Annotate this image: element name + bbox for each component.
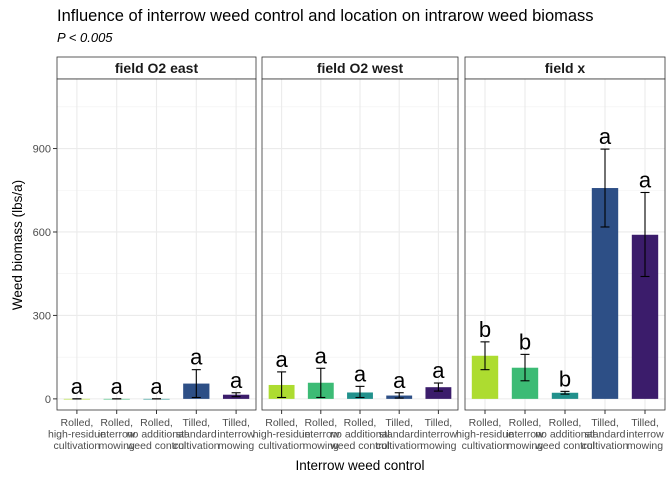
significance-letter: a bbox=[639, 167, 652, 192]
bar bbox=[551, 392, 579, 399]
x-tick-label: cultivation bbox=[258, 440, 305, 452]
x-tick-label: high-residue bbox=[48, 429, 106, 441]
x-tick-label: interrow bbox=[420, 429, 458, 441]
significance-letter: a bbox=[190, 345, 203, 370]
x-tick-label: interrow bbox=[626, 429, 664, 441]
significance-letter: a bbox=[230, 368, 243, 393]
x-axis-title: Interrow weed control bbox=[295, 458, 424, 473]
x-tick-label: mowing bbox=[99, 440, 135, 452]
x-tick-label: Tilled, bbox=[182, 417, 210, 429]
x-tick-label: cultivation bbox=[54, 440, 101, 452]
x-tick-label: standard bbox=[379, 429, 420, 441]
significance-letter: a bbox=[275, 347, 288, 372]
x-tick-label: high-residue bbox=[456, 429, 514, 441]
x-tick-label: interrow bbox=[217, 429, 255, 441]
x-tick-label: mowing bbox=[420, 440, 456, 452]
y-axis: 0 300 600 900 bbox=[33, 144, 57, 406]
panel-border bbox=[261, 78, 459, 411]
chart-title: Influence of interrow weed control and l… bbox=[57, 7, 594, 25]
x-tick-label: no additional bbox=[127, 429, 187, 441]
x-tick-label: mowing bbox=[507, 440, 543, 452]
x-tick-label: cultivation bbox=[582, 440, 629, 452]
panel-border bbox=[464, 78, 666, 411]
x-tick-label: standard bbox=[585, 429, 626, 441]
x-tick-label: no additional bbox=[535, 429, 595, 441]
x-tick-label: weed control bbox=[126, 440, 187, 452]
x-tick-label: mowing bbox=[303, 440, 339, 452]
facet-strip-label: field x bbox=[545, 60, 586, 76]
x-tick-label: mowing bbox=[627, 440, 663, 452]
facet-panel: field O2 eastaRolled,high-residuecultiva… bbox=[48, 56, 257, 452]
x-tick-label: Rolled, bbox=[549, 417, 582, 429]
x-tick-label: high-residue bbox=[253, 429, 311, 441]
y-tick-label: 0 bbox=[45, 394, 51, 406]
x-tick-label: no additional bbox=[330, 429, 390, 441]
x-tick-label: Rolled, bbox=[265, 417, 298, 429]
x-tick-label: Tilled, bbox=[631, 417, 659, 429]
x-tick-label: Tilled, bbox=[591, 417, 619, 429]
x-tick-label: Tilled, bbox=[385, 417, 413, 429]
x-tick-label: Rolled, bbox=[304, 417, 337, 429]
significance-letter: a bbox=[354, 361, 367, 386]
x-tick-label: cultivation bbox=[173, 440, 220, 452]
significance-letter: a bbox=[150, 374, 163, 399]
x-tick-label: Rolled, bbox=[469, 417, 502, 429]
significance-letter: b bbox=[519, 329, 531, 354]
facet-panels: field O2 eastaRolled,high-residuecultiva… bbox=[48, 56, 666, 452]
x-tick-label: Rolled, bbox=[344, 417, 377, 429]
panel-border bbox=[56, 78, 257, 411]
significance-letter: a bbox=[393, 368, 406, 393]
x-tick-label: mowing bbox=[218, 440, 254, 452]
significance-letter: a bbox=[315, 343, 328, 368]
significance-letter: a bbox=[599, 124, 612, 149]
significance-letter: b bbox=[559, 366, 571, 391]
significance-letter: a bbox=[432, 358, 445, 383]
x-tick-label: interrow bbox=[98, 429, 136, 441]
x-tick-label: Tilled, bbox=[222, 417, 250, 429]
x-tick-label: standard bbox=[176, 429, 217, 441]
bar bbox=[425, 387, 452, 399]
x-tick-label: weed control bbox=[534, 440, 595, 452]
x-tick-label: Rolled, bbox=[61, 417, 94, 429]
y-tick-label: 300 bbox=[33, 310, 51, 322]
x-tick-label: cultivation bbox=[462, 440, 509, 452]
x-tick-label: Rolled, bbox=[100, 417, 133, 429]
x-tick-label: weed control bbox=[329, 440, 390, 452]
significance-letter: b bbox=[479, 317, 491, 342]
x-tick-label: Rolled, bbox=[509, 417, 542, 429]
x-tick-label: Tilled, bbox=[425, 417, 453, 429]
facet-strip-label: field O2 west bbox=[317, 60, 404, 76]
x-tick-label: Rolled, bbox=[140, 417, 173, 429]
x-tick-label: interrow bbox=[506, 429, 544, 441]
facet-panel: field xbRolled,high-residuecultivationbR… bbox=[456, 56, 666, 452]
chart-subtitle: P < 0.005 bbox=[57, 30, 113, 45]
x-tick-label: cultivation bbox=[376, 440, 423, 452]
y-tick-label: 600 bbox=[33, 227, 51, 239]
significance-letter: a bbox=[111, 374, 124, 399]
facet-panel: field O2 westaRolled,high-residuecultiva… bbox=[253, 56, 459, 452]
x-tick-label: interrow bbox=[302, 429, 340, 441]
significance-letter: a bbox=[71, 374, 84, 399]
y-axis-title: Weed biomass (lbs/a) bbox=[10, 180, 25, 310]
facet-strip-label: field O2 east bbox=[115, 60, 199, 76]
y-tick-label: 900 bbox=[33, 144, 51, 156]
